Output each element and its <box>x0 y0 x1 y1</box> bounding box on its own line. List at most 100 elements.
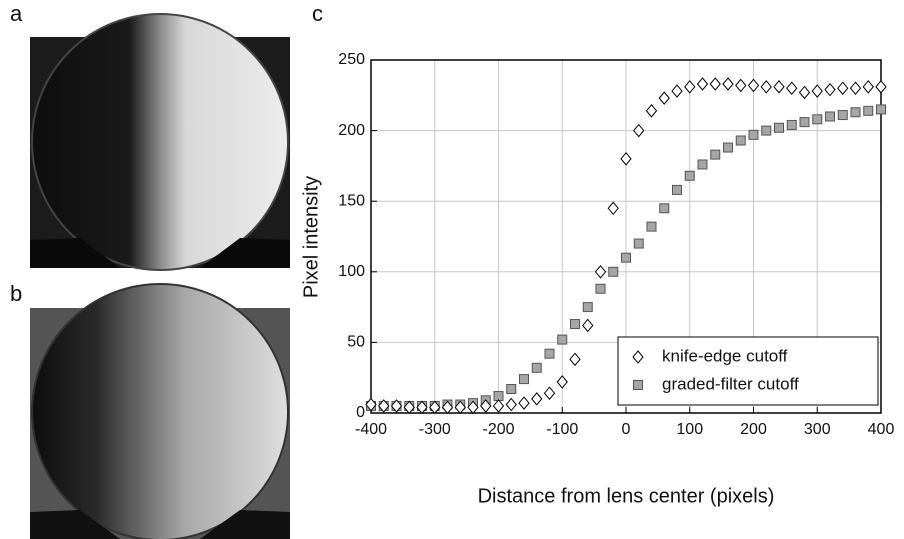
point <box>697 159 708 170</box>
panel-label: c <box>312 1 323 26</box>
point <box>595 283 606 294</box>
point <box>570 319 580 330</box>
point <box>506 383 517 394</box>
legend <box>617 336 879 406</box>
x-tick-label: 400 <box>868 421 895 438</box>
point <box>633 123 645 138</box>
legend-marker <box>632 350 644 364</box>
point <box>569 352 581 367</box>
point <box>798 85 811 100</box>
point <box>684 170 695 181</box>
point <box>684 80 696 94</box>
y-tick-label: 50 <box>347 334 365 351</box>
x-axis-title: Distance from lens center (pixels) <box>478 485 775 507</box>
point <box>710 149 721 160</box>
point <box>480 399 492 413</box>
point <box>378 399 390 413</box>
point <box>582 318 594 333</box>
point <box>645 104 658 118</box>
point <box>531 362 542 373</box>
point <box>709 77 721 91</box>
point <box>850 107 861 118</box>
point <box>390 399 403 413</box>
point <box>505 397 517 412</box>
y-tick-label: 250 <box>338 51 365 68</box>
point <box>633 238 644 249</box>
point <box>608 266 619 277</box>
y-tick-label: 100 <box>338 263 365 280</box>
point <box>441 400 454 415</box>
point <box>594 265 607 279</box>
point <box>837 110 848 121</box>
point <box>875 80 887 94</box>
image-b <box>30 283 290 539</box>
point <box>761 125 772 136</box>
point <box>607 201 619 216</box>
point <box>824 82 836 97</box>
point <box>531 392 543 406</box>
y-axis-title: Pixel intensity <box>300 176 322 298</box>
point <box>467 400 479 415</box>
point <box>837 81 849 96</box>
point <box>862 80 874 94</box>
point <box>659 203 670 214</box>
point <box>519 374 529 385</box>
point <box>786 119 797 130</box>
point <box>849 81 862 96</box>
point <box>518 396 530 410</box>
point <box>735 78 747 93</box>
point <box>747 78 760 93</box>
point <box>735 135 746 146</box>
point <box>786 81 798 96</box>
image-a <box>30 13 290 271</box>
point <box>671 84 683 98</box>
y-tick-label: 150 <box>338 192 365 209</box>
point <box>416 400 428 415</box>
point <box>543 386 556 401</box>
point <box>876 104 886 115</box>
point <box>556 375 568 389</box>
x-tick-label: -400 <box>355 421 387 438</box>
point <box>557 334 568 345</box>
legend-label: graded-filter cutoff <box>662 374 799 393</box>
plot-frame <box>370 59 882 414</box>
x-tick-label: 300 <box>804 421 831 438</box>
x-tick-label: 200 <box>740 421 767 438</box>
point <box>403 400 415 415</box>
y-tick-label: 200 <box>338 122 365 139</box>
point <box>429 400 441 415</box>
point <box>365 397 377 412</box>
x-tick-label: 100 <box>676 421 703 438</box>
point <box>863 105 874 116</box>
legend-marker <box>633 380 643 390</box>
panel-label: a <box>10 1 23 26</box>
x-tick-label: -100 <box>546 421 578 438</box>
point <box>696 77 709 91</box>
point <box>811 84 823 98</box>
y-tick-label: 0 <box>356 404 365 421</box>
point <box>544 348 555 359</box>
panel-label: b <box>10 281 22 306</box>
point <box>621 252 631 263</box>
point <box>799 117 810 128</box>
point <box>825 111 835 122</box>
point <box>722 77 734 91</box>
point <box>812 114 823 125</box>
point <box>646 221 657 232</box>
point <box>748 129 759 140</box>
legend-label: knife-edge cutoff <box>662 346 788 365</box>
point <box>672 184 682 195</box>
point <box>773 80 785 94</box>
point <box>723 142 733 153</box>
x-tick-label: -300 <box>419 421 451 438</box>
point <box>454 400 466 415</box>
point <box>774 122 784 133</box>
point <box>582 302 593 313</box>
x-tick-label: 0 <box>622 421 631 438</box>
point <box>620 152 632 166</box>
point <box>492 399 505 413</box>
point <box>658 91 670 105</box>
x-tick-label: -200 <box>482 421 514 438</box>
point <box>760 80 772 94</box>
